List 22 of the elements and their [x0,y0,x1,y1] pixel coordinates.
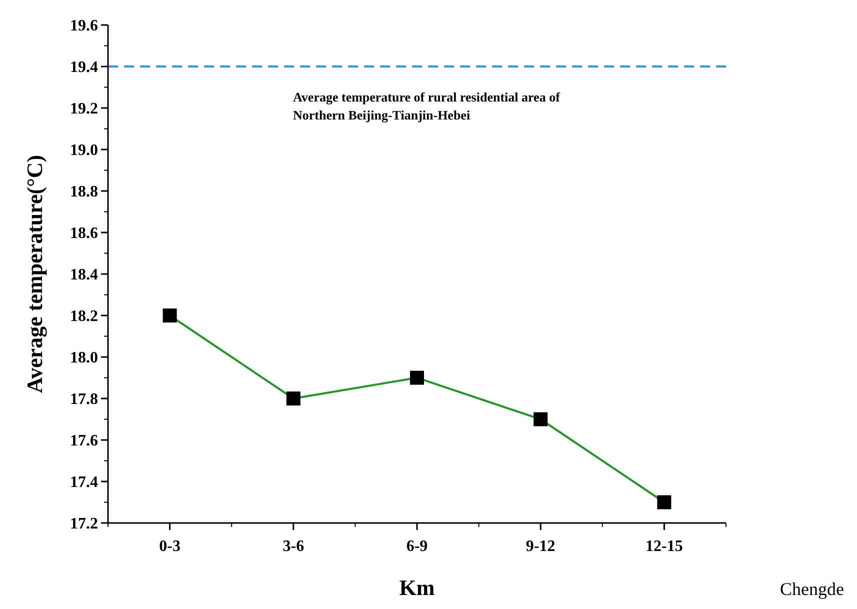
y-axis-title: Average temperature(°C) [22,154,47,394]
y-tick-label: 19.0 [70,142,98,160]
y-tick-label: 19.2 [70,100,98,118]
y-tick-label: 17.8 [70,391,98,408]
x-tick-label: 12-15 [646,538,683,555]
y-tick-label: 17.4 [70,474,98,492]
y-tick-label: 18.8 [70,184,98,201]
y-tick-label: 17.6 [70,432,98,450]
x-tick-label: 6-9 [406,538,428,555]
text: Chengde [780,579,844,599]
x-axis-title: Km [399,575,435,600]
y-tick-label: 18.4 [70,266,98,284]
x-tick-label: 3-6 [282,538,304,555]
x-tick-label: 0-3 [159,538,180,555]
y-tick-label: 18.6 [70,225,98,242]
ref-line-label: Average temperature of rural residential area of Northern Beijing-Tianjin-Hebei [293,90,561,122]
y-tick-label: 17.2 [70,516,98,533]
y-tick-label: 19.6 [70,18,98,35]
x-tick-label: 9-12 [526,538,556,555]
y-tick-label: 18.2 [70,308,98,326]
y-tick-label: 18.0 [70,350,98,367]
y-tick-label: 19.4 [70,59,98,76]
